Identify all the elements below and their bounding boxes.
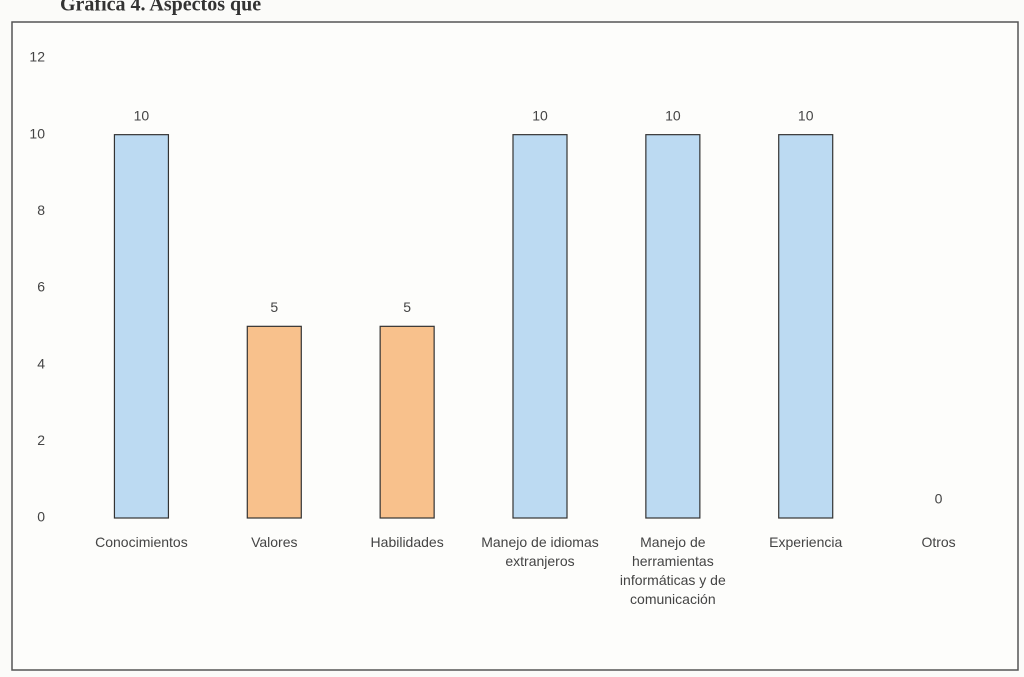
data-label: 10 bbox=[532, 107, 548, 123]
bar bbox=[778, 134, 834, 519]
y-tick-label: 10 bbox=[29, 125, 45, 141]
bar bbox=[113, 134, 170, 519]
data-label: 10 bbox=[798, 107, 814, 123]
y-tick-label: 12 bbox=[29, 49, 45, 65]
bar bbox=[645, 134, 701, 519]
x-tick-label: Manejo de herramientas informáticas y de… bbox=[619, 534, 726, 607]
bar bbox=[512, 134, 568, 519]
data-label: 10 bbox=[665, 107, 681, 123]
bar bbox=[379, 325, 435, 519]
x-tick-label: Manejo de idiomas extranjeros bbox=[481, 534, 599, 569]
data-label: 5 bbox=[403, 299, 411, 315]
x-tick-label: Valores bbox=[251, 534, 298, 550]
x-tick-label: Experiencia bbox=[769, 534, 843, 550]
data-label: 0 bbox=[935, 491, 943, 507]
data-label: 5 bbox=[270, 299, 278, 315]
bar bbox=[246, 325, 302, 519]
y-tick-label: 6 bbox=[37, 279, 45, 295]
y-tick-label: 8 bbox=[37, 202, 45, 218]
y-tick-label: 2 bbox=[37, 432, 45, 448]
y-tick-label: 0 bbox=[37, 509, 45, 525]
y-tick-label: 4 bbox=[37, 355, 45, 371]
data-label: 10 bbox=[134, 107, 150, 123]
x-tick-label: Conocimientos bbox=[95, 534, 188, 550]
x-tick-label: Otros bbox=[921, 534, 956, 550]
chart-title: Gráfica 4. Aspectos que bbox=[60, 0, 261, 16]
x-tick-label: Habilidades bbox=[370, 534, 444, 550]
